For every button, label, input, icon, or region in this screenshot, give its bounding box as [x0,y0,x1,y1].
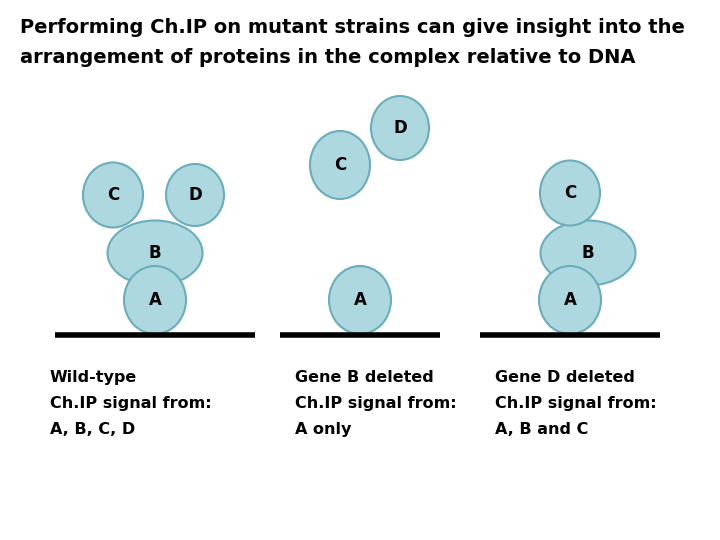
Ellipse shape [124,266,186,334]
Ellipse shape [83,163,143,227]
Text: Gene B deleted: Gene B deleted [295,370,433,385]
Text: A: A [148,291,161,309]
Text: Ch.IP signal from:: Ch.IP signal from: [295,396,456,411]
Text: C: C [334,156,346,174]
Ellipse shape [371,96,429,160]
Text: A: A [354,291,366,309]
Text: A, B and C: A, B and C [495,422,588,437]
Text: B: B [149,244,161,262]
Text: C: C [564,184,576,202]
Text: Gene D deleted: Gene D deleted [495,370,635,385]
Text: B: B [582,244,594,262]
Ellipse shape [310,131,370,199]
Text: D: D [188,186,202,204]
Text: Ch.IP signal from:: Ch.IP signal from: [495,396,657,411]
Ellipse shape [107,220,202,286]
Ellipse shape [166,164,224,226]
Ellipse shape [329,266,391,334]
Text: arrangement of proteins in the complex relative to DNA: arrangement of proteins in the complex r… [20,48,636,67]
Ellipse shape [539,266,601,334]
Text: Ch.IP signal from:: Ch.IP signal from: [50,396,212,411]
Text: C: C [107,186,119,204]
Text: A only: A only [295,422,351,437]
Text: A, B, C, D: A, B, C, D [50,422,135,437]
Text: Wild-type: Wild-type [50,370,138,385]
Text: A: A [564,291,577,309]
Text: D: D [393,119,407,137]
Text: Performing Ch.IP on mutant strains can give insight into the: Performing Ch.IP on mutant strains can g… [20,18,685,37]
Ellipse shape [541,220,636,286]
Ellipse shape [540,160,600,226]
